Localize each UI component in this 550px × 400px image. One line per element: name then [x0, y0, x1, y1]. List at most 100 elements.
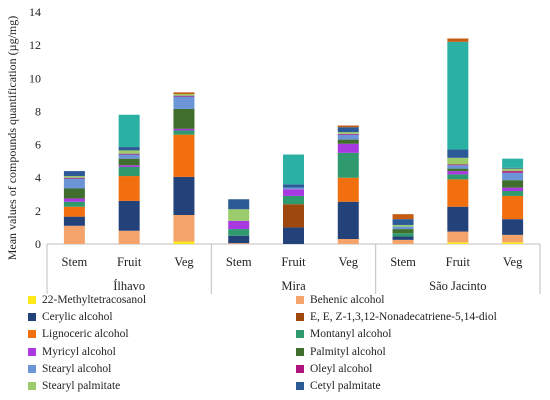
bar-segment [502, 180, 524, 188]
legend-swatch [28, 382, 36, 390]
legend-label: 22-Methyltetracosanol [42, 294, 147, 306]
category-label: Fruit [446, 255, 471, 269]
legend-item: Myricyl alcohol [28, 346, 116, 358]
y-tick-label: 8 [35, 104, 41, 118]
legend-item: E, E, Z-1,3,12-Nonadecatriene-5,14-diol [296, 311, 497, 323]
bar-segment [447, 157, 469, 165]
legend-swatch [296, 364, 304, 373]
legend-label: Myricyl alcohol [42, 345, 116, 358]
bar-segment [337, 239, 359, 244]
legend-swatch [28, 347, 36, 356]
group-label: Ílhavo [113, 279, 145, 293]
bar-segment [283, 189, 304, 196]
bar-segment [118, 176, 140, 201]
group-label: Mira [281, 279, 306, 293]
legend-label: Stearyl palmitate [42, 380, 121, 392]
bar-segment [447, 231, 469, 243]
bar-segment [118, 114, 140, 148]
bar-segment [392, 219, 414, 225]
bar-segment [228, 220, 250, 230]
bar-segment [502, 158, 524, 168]
bar-segment [447, 41, 469, 150]
legend-item: Cerylic alcohol [28, 311, 113, 323]
legend-swatch [28, 364, 36, 373]
legend-label: Oleyl alcohol [310, 362, 373, 375]
bar-segment [228, 243, 250, 244]
legend-item: Behenic alcohol [296, 294, 384, 306]
bar-segment [337, 152, 359, 178]
bar-segment [337, 132, 359, 134]
bar-segment [337, 127, 359, 133]
bar-segment [63, 206, 85, 217]
bar-segment [118, 166, 140, 177]
legend-item: Palmityl alcohol [296, 346, 386, 358]
bar-segment [118, 200, 140, 231]
y-tick-label: 14 [29, 5, 41, 19]
bar-segment [447, 174, 469, 180]
legend-item: Stearyl alcohol [28, 363, 111, 375]
legend-label: Palmityl alcohol [310, 345, 386, 358]
bar-segment [447, 164, 469, 166]
category-label: Veg [503, 255, 523, 269]
legend-swatch [296, 313, 304, 322]
bar-segment [118, 158, 140, 166]
bar-segment [173, 130, 195, 135]
bar-segment [118, 147, 140, 151]
bar-segment [502, 187, 524, 191]
legend-swatch [296, 296, 304, 304]
bar-segment [63, 198, 85, 202]
bar-segment [283, 204, 304, 228]
bar-segment [502, 219, 524, 235]
bar-segment [337, 201, 359, 240]
bar-segment [63, 178, 85, 189]
bar-segment [228, 235, 250, 244]
bar-segment [502, 195, 524, 220]
bar-segment [283, 195, 304, 205]
bar-segment [337, 139, 359, 144]
bar-segment [63, 171, 85, 177]
legend-label: Lignoceric alcohol [42, 328, 129, 341]
bar-segment [283, 227, 304, 244]
bar-segment [502, 167, 524, 169]
legend-label: Cetyl palmitate [310, 380, 381, 392]
legend-label: Behenic alcohol [310, 294, 385, 306]
legend-label: E, E, Z-1,3,12-Nonadecatriene-5,14-diol [310, 311, 497, 324]
bar-segment [63, 201, 85, 207]
y-tick-label: 2 [35, 204, 41, 218]
legend-label: Cerylic alcohol [42, 311, 113, 324]
group-label: São Jacinto [429, 279, 486, 293]
bar-segment [392, 239, 414, 244]
legend-item: Cetyl palmitate [296, 380, 381, 392]
bar-segment [173, 176, 195, 215]
bar-segment [447, 38, 469, 42]
bar-segment [337, 177, 359, 202]
bar-segment [447, 171, 469, 175]
bar-segment [337, 133, 359, 135]
bar-segment [173, 92, 195, 95]
bar-segment [392, 236, 414, 240]
y-tick-label: 12 [29, 38, 41, 52]
y-tick-label: 10 [29, 71, 41, 85]
bar-segment [173, 95, 195, 97]
bar-segment [502, 190, 524, 196]
category-label: Fruit [281, 255, 306, 269]
bar-segment [447, 149, 469, 158]
bar-segment [118, 230, 140, 244]
bar-segment [118, 154, 140, 159]
bar-segment [173, 215, 195, 242]
bar-segment [447, 168, 469, 172]
legend-item: 22-Methyltetracosanol [28, 294, 146, 306]
bar-segment [283, 187, 304, 190]
legend-swatch [28, 313, 36, 322]
bar-segment [502, 168, 524, 172]
bar-segment [228, 199, 250, 210]
y-axis-label: Mean values of compounds quantification … [5, 16, 19, 261]
bar-segment [173, 134, 195, 177]
bar-segment [502, 242, 524, 244]
bar-segment [392, 226, 414, 230]
bar-segment [173, 241, 195, 244]
bar-segment [447, 165, 469, 169]
category-label: Veg [339, 255, 359, 269]
